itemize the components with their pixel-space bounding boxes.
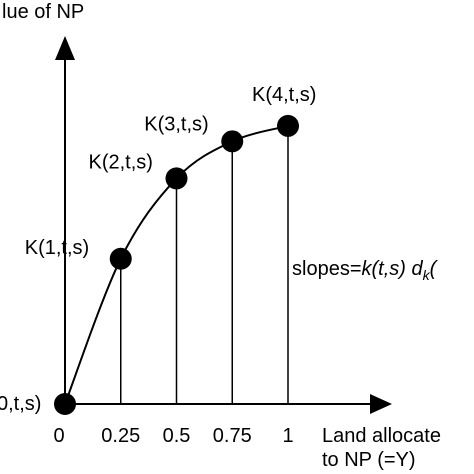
slopes-annotation: slopes=k(t,s) dk( [292,258,439,283]
point-label: K(1,t,s) [25,237,89,259]
data-point [54,393,76,415]
x-tick-label: 0.5 [163,425,191,447]
point-label: K(3,t,s) [144,113,208,135]
annotation-d-term: d [412,258,424,280]
drop-lines [120,125,289,404]
data-point [165,167,188,190]
data-point [277,114,299,137]
x-axis-label-line1: Land allocate [322,425,441,447]
y-axis-label: lue of NP [2,1,84,23]
y-axis-arrow [55,36,75,60]
x-axis-arrow [370,394,392,414]
x-axis-label-line2: to NP (=Y) [322,449,416,471]
point-labels: 0,t,s) K(1,t,s) K(2,t,s) K(3,t,s) K(4,t,s) [0,84,316,415]
x-tick-label: 1 [282,425,293,447]
data-point [109,247,132,270]
annotation-k-term: k(t,s) [362,258,406,280]
x-tick-labels: 0 0.25 0.5 0.75 1 [53,425,293,447]
annotation-suffix: ( [430,258,439,280]
x-tick-label: 0.25 [101,425,140,447]
point-label: K(2,t,s) [89,151,153,173]
point-label: 0,t,s) [0,393,41,415]
point-label: K(4,t,s) [252,84,316,106]
data-point [221,130,244,153]
annotation-prefix: slopes= [292,258,362,280]
annotation-subscript: k [423,267,431,283]
x-tick-label: 0.75 [213,425,252,447]
x-tick-label: 0 [53,425,64,447]
point-markers [54,114,299,415]
